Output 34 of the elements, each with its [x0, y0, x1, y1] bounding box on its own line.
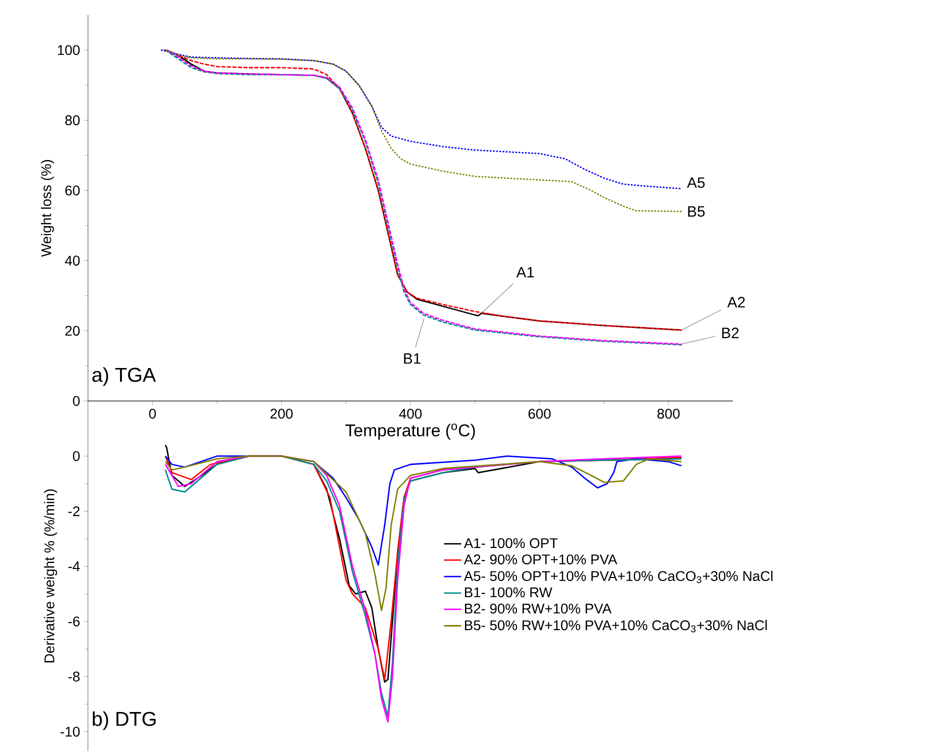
- x-axis-title: Temperature ($^{o}$C): [345, 424, 475, 440]
- y-tick-label: -10: [60, 726, 80, 737]
- y-tick-label: 60: [65, 185, 80, 196]
- annotation: A5: [686, 177, 705, 188]
- annotation: B5: [688, 206, 705, 217]
- x-tick-label: 600: [528, 408, 551, 419]
- legend-label: B2- 90% RW+10% PVA: [464, 604, 612, 614]
- y-tick-label: -8: [68, 672, 80, 682]
- annotation: B2: [722, 328, 739, 338]
- x-tick-label: 800: [657, 408, 680, 419]
- y-tick-label: 20: [65, 326, 80, 336]
- x-tick-label: 200: [270, 408, 293, 419]
- y-tick-label: 40: [64, 256, 80, 266]
- legend-label: A1- 100% OPT: [464, 538, 558, 548]
- x-tick-label: 0: [149, 408, 156, 419]
- text: b) DTG: [92, 711, 156, 730]
- text: a) TGA: [92, 367, 156, 386]
- y-tick-label: -2: [68, 506, 80, 516]
- legend-label: A5- 50% OPT+10% PVA+10% CaCO$_{3}$+30% NaCl: [464, 570, 772, 584]
- y-tick-label: 80: [65, 115, 80, 126]
- x-tick-label: 400: [399, 408, 422, 419]
- y-axis-title: Derivative weight % (%/min): [44, 489, 58, 662]
- annotation: A2: [727, 296, 745, 308]
- annotation: B1: [404, 353, 420, 364]
- legend-label: B5- 50% RW+10% PVA+10% CaCO$_{3}$+30% NaCl: [464, 620, 767, 632]
- y-axis-title: Weight loss (%): [40, 160, 54, 257]
- annotation: A1: [516, 267, 534, 278]
- y-tick-label: 0: [72, 396, 80, 406]
- y-tick-label: 100: [58, 45, 80, 56]
- legend-label: A2- 90% OPT+10% PVA: [464, 554, 618, 564]
- y-tick-label: -4: [68, 562, 80, 572]
- y-tick-label: -6: [68, 616, 80, 626]
- legend-label: B1- 100% RW: [464, 587, 552, 598]
- y-tick-label: 0: [72, 451, 80, 462]
